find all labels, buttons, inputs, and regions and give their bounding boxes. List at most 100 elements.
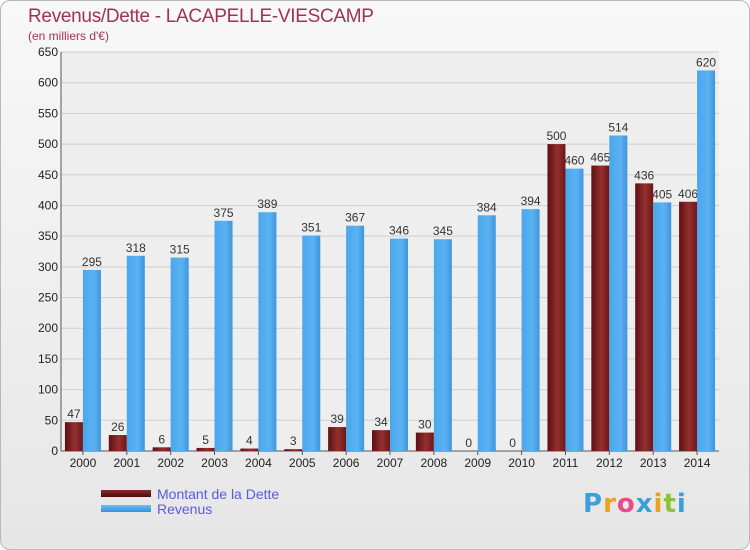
y-tick-label: 350 bbox=[38, 229, 58, 243]
x-tick-label: 2011 bbox=[553, 456, 579, 470]
x-tick-label: 2001 bbox=[113, 456, 140, 470]
chart-title: Revenus/Dette - LACAPELLE-VIESCAMP bbox=[28, 6, 374, 27]
data-label-debt: 6 bbox=[158, 432, 165, 446]
data-label-debt: 34 bbox=[374, 415, 388, 429]
bar-revenue bbox=[697, 70, 716, 452]
bar-debt bbox=[547, 144, 566, 452]
data-label-revenue: 318 bbox=[126, 241, 146, 255]
bar-revenue bbox=[565, 168, 584, 451]
y-tick-label: 200 bbox=[38, 321, 58, 335]
chart-subtitle: (en milliers d'€) bbox=[28, 29, 109, 43]
logo-letter: r bbox=[603, 489, 617, 519]
logo-letter: i bbox=[653, 489, 664, 519]
x-tick-label: 2000 bbox=[70, 456, 97, 470]
data-label-debt: 30 bbox=[418, 418, 432, 432]
x-tick-label: 2003 bbox=[201, 456, 228, 470]
y-tick-label: 500 bbox=[38, 137, 58, 151]
bar-revenue bbox=[433, 239, 452, 451]
bar-revenue bbox=[346, 225, 365, 451]
data-label-revenue: 514 bbox=[608, 120, 628, 134]
x-tick-label: 2002 bbox=[157, 456, 184, 470]
data-label-debt: 0 bbox=[465, 436, 472, 450]
bar-revenue bbox=[214, 220, 233, 451]
logo-letter: t bbox=[663, 489, 677, 519]
data-label-revenue: 367 bbox=[345, 211, 365, 225]
bar-debt bbox=[415, 432, 434, 451]
data-label-revenue: 346 bbox=[389, 224, 409, 238]
proxiti-logo: Proxiti bbox=[583, 489, 687, 519]
logo-letter: x bbox=[635, 489, 654, 519]
bar-revenue bbox=[258, 212, 277, 451]
logo-letter: o bbox=[616, 489, 636, 519]
bar-debt bbox=[679, 201, 698, 451]
data-label-revenue: 384 bbox=[477, 200, 497, 214]
x-tick-label: 2007 bbox=[377, 456, 404, 470]
x-tick-label: 2004 bbox=[245, 456, 272, 470]
bar-debt bbox=[284, 449, 303, 451]
bar-debt bbox=[591, 165, 610, 452]
data-label-revenue: 315 bbox=[170, 243, 190, 257]
data-label-revenue: 351 bbox=[301, 221, 321, 235]
bar-revenue bbox=[126, 255, 145, 451]
x-tick-label: 2013 bbox=[640, 456, 667, 470]
bar-debt bbox=[372, 430, 390, 451]
legend-label-debt: Montant de la Dette bbox=[157, 486, 280, 502]
data-label-debt: 3 bbox=[290, 434, 297, 448]
bar-debt bbox=[328, 427, 347, 451]
x-tick-label: 2010 bbox=[508, 456, 535, 470]
data-label-debt: 465 bbox=[590, 151, 610, 165]
data-label-debt: 26 bbox=[111, 420, 125, 434]
y-tick-label: 0 bbox=[51, 444, 58, 458]
legend-swatch-debt bbox=[101, 490, 151, 497]
data-label-debt: 39 bbox=[330, 412, 344, 426]
bar-debt bbox=[152, 447, 171, 451]
x-tick-label: 2008 bbox=[421, 456, 448, 470]
bar-debt bbox=[240, 448, 259, 451]
x-tick-label: 2005 bbox=[289, 456, 316, 470]
x-tick-label: 2014 bbox=[684, 456, 711, 470]
y-tick-label: 550 bbox=[38, 106, 58, 120]
y-tick-label: 650 bbox=[38, 45, 58, 59]
y-tick-label: 600 bbox=[38, 76, 58, 90]
y-tick-label: 50 bbox=[45, 413, 59, 427]
y-tick-label: 450 bbox=[38, 168, 58, 182]
data-label-revenue: 405 bbox=[652, 187, 672, 201]
y-tick-label: 300 bbox=[38, 260, 58, 274]
legend-label-revenue: Revenus bbox=[157, 501, 213, 517]
bar-revenue bbox=[477, 215, 496, 451]
bar-debt bbox=[64, 422, 83, 451]
y-tick-label: 400 bbox=[38, 198, 58, 212]
bar-revenue bbox=[390, 238, 408, 451]
x-tick-label: 2009 bbox=[464, 456, 491, 470]
data-label-revenue: 460 bbox=[564, 154, 584, 168]
data-label-revenue: 295 bbox=[82, 255, 102, 269]
data-label-revenue: 620 bbox=[696, 55, 716, 69]
bar-debt bbox=[108, 435, 127, 451]
bar-revenue bbox=[521, 209, 540, 451]
bar-revenue bbox=[170, 257, 189, 451]
data-label-revenue: 345 bbox=[433, 224, 453, 238]
data-label-debt: 436 bbox=[634, 168, 654, 182]
data-label-debt: 500 bbox=[546, 129, 566, 143]
bar-revenue bbox=[302, 235, 321, 451]
logo-letter: i bbox=[676, 489, 687, 519]
y-tick-label: 150 bbox=[38, 352, 58, 366]
bar-revenue bbox=[609, 135, 628, 451]
y-tick-label: 100 bbox=[38, 383, 58, 397]
data-label-revenue: 394 bbox=[521, 194, 541, 208]
y-tick-label: 250 bbox=[38, 291, 58, 305]
data-label-debt: 0 bbox=[509, 436, 516, 450]
data-label-debt: 5 bbox=[202, 433, 209, 447]
data-label-revenue: 375 bbox=[214, 206, 234, 220]
data-label-debt: 406 bbox=[678, 187, 698, 201]
data-label-debt: 47 bbox=[67, 407, 81, 421]
bar-revenue bbox=[82, 269, 101, 451]
data-label-debt: 4 bbox=[246, 434, 253, 448]
bar-debt bbox=[635, 183, 654, 451]
x-tick-label: 2006 bbox=[333, 456, 360, 470]
data-label-revenue: 389 bbox=[257, 197, 277, 211]
bar-revenue bbox=[653, 202, 672, 451]
legend-swatch-revenue bbox=[101, 505, 151, 512]
